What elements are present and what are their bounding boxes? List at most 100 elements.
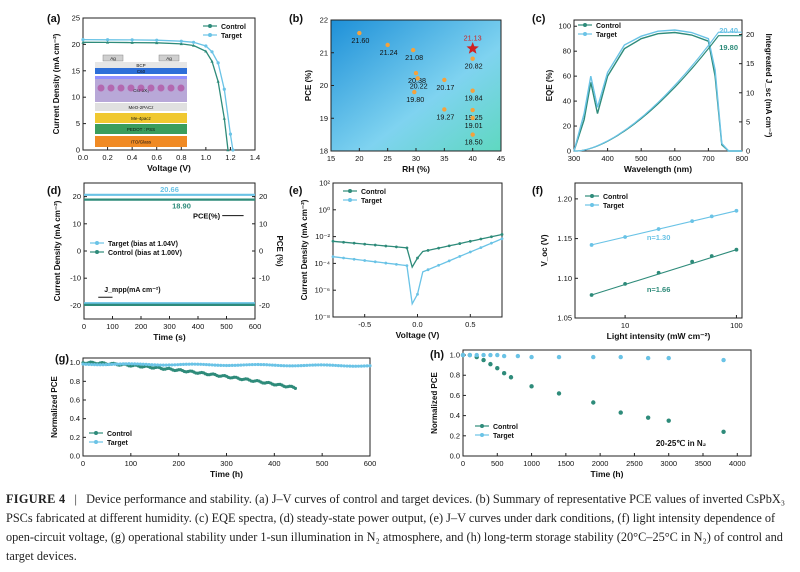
y-tick-label-c: 80: [563, 47, 571, 56]
x-tick-label-b: 45: [497, 154, 505, 163]
stack-layer: [95, 113, 187, 123]
storage-point-0: [488, 361, 493, 367]
operational-target-point: [158, 363, 163, 367]
dark-jv-point: [342, 256, 345, 260]
jv-point: [228, 132, 233, 136]
operational-target-point: [178, 362, 183, 367]
operational-target-point: [227, 363, 231, 368]
pce-point: [412, 89, 417, 95]
storage-point-0: [645, 415, 651, 420]
operational-target-point: [216, 363, 220, 367]
pce-point: [357, 30, 362, 36]
jv-point: [216, 79, 220, 83]
legend-f-1: Target: [603, 203, 625, 210]
operational-target-point: [144, 362, 148, 367]
operational-target-point: [207, 363, 211, 367]
voc-point: [709, 254, 714, 258]
x-tick-label-b: 35: [440, 154, 448, 163]
figure-canvas: (a) 0.0 0.2 0.4 0.6 0.8 1.0 1.2 1.4 0 5 10 15 20 25 Vol…: [47, 13, 773, 479]
heat-background: [331, 20, 501, 151]
dark-jv-point: [490, 235, 493, 239]
legend-c-1: Target: [596, 32, 618, 39]
operational-target-point: [242, 363, 246, 367]
x-tick-label-e: -0.5: [358, 320, 371, 329]
x-tick-label-d: 200: [135, 322, 148, 331]
operational-target-point: [293, 364, 297, 368]
y2-tick-label-c: 10: [746, 88, 754, 97]
pce-point: [415, 76, 420, 81]
operational-target-point: [219, 363, 223, 367]
stack-layer: [95, 62, 187, 68]
stack-lattice: [177, 84, 185, 92]
stack-layer-label-3: MeO-2PACz: [129, 105, 155, 110]
operational-target-point: [333, 363, 338, 368]
operational-target-point: [95, 363, 99, 367]
x-axis-title-a: Voltage (V): [147, 163, 191, 173]
y-tick-label-h: 0.2: [450, 431, 460, 440]
dark-jv-point: [447, 244, 451, 248]
x-axis-title-f: Light intensity (mW cm⁻²): [607, 331, 711, 341]
operational-target-point: [282, 364, 286, 368]
axis-frame-c: [573, 19, 743, 152]
operational-target-point: [196, 362, 200, 366]
jv-point: [179, 39, 183, 43]
operational-target-point: [121, 362, 125, 366]
stack-lattice: [117, 84, 125, 92]
operational-target-point: [308, 363, 312, 367]
storage-point-1: [460, 352, 466, 358]
legend-marker: [348, 189, 352, 193]
operational-target-point: [118, 362, 122, 366]
x-tick-label-h: 1500: [558, 459, 575, 468]
voc-point: [589, 243, 594, 247]
operational-target-point: [187, 362, 191, 366]
y-axis-title-d: Current Density (mA cm⁻²): [53, 200, 62, 301]
pce-value-label: 20.17: [436, 83, 454, 92]
legend-d-0: Target (bias at 1.04V): [108, 241, 178, 248]
pce-point: [470, 107, 475, 113]
jv-point: [204, 49, 208, 53]
operational-target-point: [285, 364, 289, 368]
dark-jv-point: [405, 264, 409, 268]
jv-point: [155, 41, 159, 45]
storage-point-1: [501, 353, 507, 359]
voc-point: [623, 235, 627, 239]
legend-marker: [95, 241, 99, 245]
jsc-control-value: 19.80: [719, 43, 738, 52]
pce-value-label: 19.01: [465, 121, 483, 130]
operational-target-point: [359, 364, 363, 368]
y-tick-label-b: 19: [320, 114, 328, 123]
x-axis-title-d: Time (s): [153, 332, 186, 342]
legend-e-1: Target: [361, 198, 383, 205]
dark-jv-point: [352, 241, 356, 245]
storage-point-1: [495, 352, 500, 358]
x-tick-label-d: 400: [192, 322, 205, 331]
y-tick-label-b: 18: [320, 147, 328, 156]
operational-target-point: [133, 362, 137, 366]
storage-point-1: [645, 355, 651, 361]
y-axis-title-a: Current Density (mA cm⁻²): [52, 33, 61, 134]
jv-point: [231, 148, 235, 152]
operational-target-point: [368, 364, 372, 368]
operational-target-point: [153, 363, 157, 367]
x-axis-title-h: Time (h): [591, 469, 624, 479]
operational-target-point: [224, 363, 229, 368]
pce-point: [470, 115, 475, 121]
dark-jv-point: [363, 242, 367, 246]
jv-point: [105, 38, 110, 42]
y-tick-label-g: 0.4: [70, 414, 80, 423]
y2-axis-title-d: PCE (%): [275, 235, 284, 266]
legend-e-0: Control: [361, 189, 386, 196]
y-tick-label-h: 1.0: [450, 351, 460, 360]
storage-condition-note: 20-25℃ in N₂: [656, 439, 707, 448]
operational-target-point: [239, 363, 243, 367]
dark-jv-point: [479, 246, 483, 249]
operational-target-point: [262, 363, 266, 367]
y-tick-label-e: 10⁰: [319, 205, 330, 214]
voc-point: [690, 219, 695, 224]
y-axis-title-c: EQE (%): [545, 69, 554, 101]
legend-a-0: Control: [221, 24, 246, 31]
axis-frame-a: [82, 17, 256, 151]
legend-marker: [95, 250, 99, 254]
jv-point: [81, 38, 85, 42]
x-tick-label-c: 800: [736, 154, 749, 163]
